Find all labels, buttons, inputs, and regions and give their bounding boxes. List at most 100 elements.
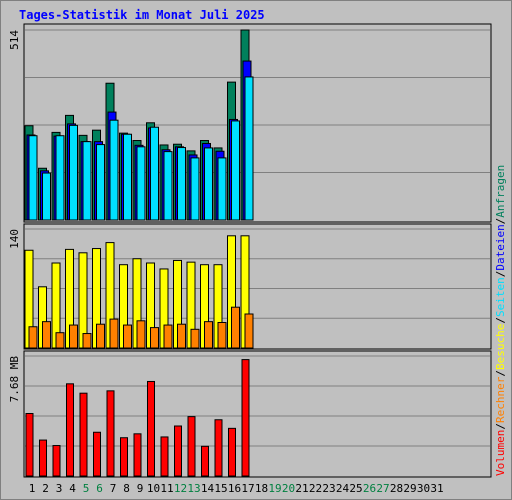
bar-seiten-day-13 (190, 157, 200, 221)
bar-seiten-day-4 (69, 124, 78, 221)
bar-volumen-day-6 (93, 431, 101, 477)
x-tick-label-day-11: 11 (160, 482, 173, 495)
panel-requests: 514 (8, 23, 492, 223)
x-tick-label-day-1: 1 (29, 482, 36, 495)
x-tick-label-day-21: 21 (295, 482, 308, 495)
x-tick-label-day-24: 24 (336, 482, 350, 495)
legend-separator: / (494, 271, 507, 278)
legend-separator: / (494, 317, 507, 324)
bar-volumen-day-1 (25, 413, 34, 477)
bar-volumen-day-4 (66, 383, 74, 477)
x-tick-label-day-4: 4 (69, 482, 76, 495)
x-tick-label-day-5: 5 (83, 482, 90, 495)
bar-rechner-day-10 (150, 327, 159, 349)
panel-volume: 7.68 MB (8, 350, 492, 478)
bar-volumen-day-2 (39, 439, 47, 477)
bar-rechner-day-14 (204, 321, 213, 349)
bar-rechner-day-17 (244, 313, 254, 349)
x-tick-label-day-29: 29 (403, 482, 416, 495)
legend-separator: / (494, 423, 507, 430)
bar-volumen-day-8 (120, 437, 128, 477)
x-tick-label-day-23: 23 (322, 482, 335, 495)
bar-seiten-day-2 (42, 172, 51, 221)
bar-rechner-day-7 (109, 318, 119, 349)
bar-rechner-day-1 (28, 326, 38, 349)
bar-seiten-day-5 (82, 141, 92, 221)
bar-rechner-day-12 (177, 323, 186, 349)
bar-rechner-day-13 (190, 328, 200, 349)
y-max-label: 140 (8, 229, 21, 249)
x-tick-label-day-30: 30 (417, 482, 430, 495)
x-tick-label-day-8: 8 (123, 482, 130, 495)
panel-visits: 140 (8, 223, 492, 350)
x-tick-label-day-13: 13 (187, 482, 200, 495)
bar-rechner-day-6 (96, 323, 105, 349)
legend-separator: / (494, 218, 507, 225)
bar-volumen-day-16 (228, 427, 236, 477)
bar-seiten-day-8 (123, 133, 132, 221)
x-tick-label-day-2: 2 (42, 482, 49, 495)
bar-seiten-day-1 (28, 135, 38, 221)
bar-volumen-day-13 (187, 416, 196, 477)
bar-seiten-day-17 (244, 76, 254, 221)
bar-seiten-day-9 (136, 146, 146, 221)
x-tick-label-day-20: 20 (282, 482, 295, 495)
bar-rechner-day-3 (55, 332, 65, 349)
legend-item-besuche: Besuche (494, 324, 507, 370)
bar-seiten-day-11 (163, 151, 173, 221)
bar-volumen-day-9 (133, 433, 142, 477)
bar-rechner-day-2 (42, 321, 51, 349)
x-tick-label-day-10: 10 (147, 482, 160, 495)
x-tick-label-day-3: 3 (56, 482, 63, 495)
x-tick-label-day-27: 27 (376, 482, 389, 495)
bar-seiten-day-12 (177, 147, 186, 221)
bar-rechner-day-9 (136, 320, 146, 349)
x-tick-label-day-17: 17 (241, 482, 254, 495)
x-axis-labels: 1 2 3 4 5 6 7 8 9 10 11 12 13 14 15 16 17 18 19 20 21 22 23 24 2… (29, 482, 444, 495)
legend: Volumen/Rechner/Besuche/Seiten/Dateien/A… (494, 165, 507, 476)
legend-text: Volumen/Rechner/Besuche/Seiten/Dateien/A… (494, 165, 507, 476)
bar-volumen-day-12 (174, 425, 182, 477)
x-tick-label-day-15: 15 (214, 482, 227, 495)
bar-rechner-day-5 (82, 333, 92, 349)
legend-item-rechner: Rechner (494, 376, 507, 423)
bar-rechner-day-16 (231, 306, 240, 349)
bar-volumen-day-3 (52, 445, 61, 477)
bar-volumen-day-17 (241, 359, 250, 477)
x-tick-label-day-31: 31 (430, 482, 443, 495)
bar-seiten-day-10 (150, 126, 159, 221)
x-tick-label-day-28: 28 (390, 482, 403, 495)
legend-separator: / (494, 370, 507, 377)
x-tick-label-day-25: 25 (349, 482, 362, 495)
x-tick-label-day-26: 26 (363, 482, 376, 495)
x-tick-label-day-18: 18 (255, 482, 268, 495)
legend-item-volumen: Volumen (494, 430, 507, 476)
x-tick-label-day-16: 16 (228, 482, 241, 495)
legend-item-anfragen: Anfragen (494, 165, 507, 218)
chart-panels: 514 140 7.68 MB (8, 23, 492, 478)
x-tick-label-day-9: 9 (137, 482, 144, 495)
bar-volumen-day-7 (106, 390, 115, 477)
bar-rechner-day-11 (163, 324, 173, 349)
bar-rechner-day-8 (123, 324, 132, 349)
chart-title: Tages-Statistik im Monat Juli 2025 (19, 8, 265, 22)
bar-volumen-day-10 (147, 380, 155, 477)
panel-frame (23, 350, 492, 478)
y-max-label: 7.68 MB (8, 356, 21, 403)
x-tick-label-day-14: 14 (201, 482, 215, 495)
bar-seiten-day-16 (231, 120, 240, 221)
bar-seiten-day-14 (204, 147, 213, 221)
x-tick-label-day-19: 19 (268, 482, 281, 495)
bar-rechner-day-4 (69, 324, 78, 349)
bar-seiten-day-3 (55, 135, 65, 221)
bar-volumen-day-11 (160, 436, 169, 477)
x-tick-label-day-22: 22 (309, 482, 322, 495)
bar-seiten-day-15 (217, 157, 227, 221)
bar-rechner-day-15 (217, 322, 227, 349)
legend-item-dateien: Dateien (494, 224, 507, 270)
x-tick-label-day-12: 12 (174, 482, 187, 495)
y-max-label: 514 (8, 30, 21, 50)
legend-item-seiten: Seiten (494, 277, 507, 317)
